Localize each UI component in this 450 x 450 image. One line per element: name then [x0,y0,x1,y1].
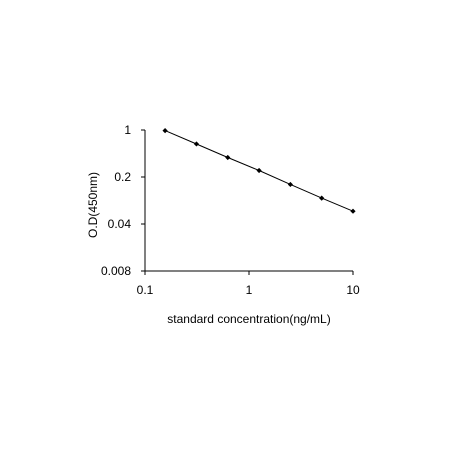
data-point [193,141,200,147]
y-tick-label: 0.04 [108,217,132,231]
x-tick-label: 0.1 [137,283,154,297]
data-point [287,181,293,188]
y-tick-label: 0.008 [101,264,131,278]
y-tick-label: 0.2 [114,170,131,184]
y-tick-label: 1 [124,123,131,137]
data-point [256,167,262,174]
ticks-layer: 0.1 1 10 1 0.2 0.04 0.008 [101,123,360,297]
data-point [350,208,356,214]
data-point [162,127,168,134]
x-axis-title: standard concentration(ng/mL) [167,312,330,326]
data-point [319,195,325,201]
x-tick-label: 1 [246,283,253,297]
x-tick-label: 10 [346,283,360,297]
data-point [225,154,231,161]
series-layer [162,127,356,214]
y-axis-title: O.D(450nm) [86,172,100,238]
